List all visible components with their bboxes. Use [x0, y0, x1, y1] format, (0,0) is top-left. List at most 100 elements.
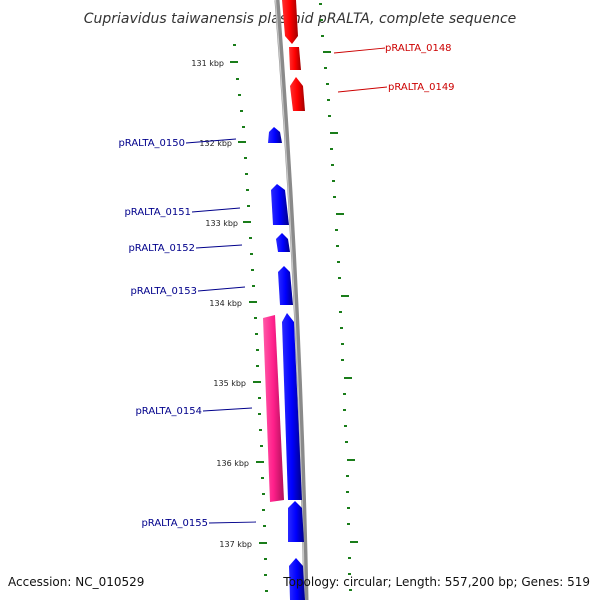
gene-label[interactable]: pRALTA_0151	[124, 207, 191, 218]
minor-tick	[265, 590, 268, 592]
gene-arrow-pRALTA_0151[interactable]	[271, 184, 289, 225]
minor-tick	[332, 180, 335, 182]
callout-line	[191, 207, 241, 213]
major-tick	[341, 295, 349, 297]
gene-arrow-pRALTA_0150[interactable]	[268, 127, 282, 143]
gene-label[interactable]: pRALTA_0155	[141, 518, 208, 529]
callout-line	[185, 138, 237, 144]
minor-tick	[262, 493, 265, 495]
minor-tick	[338, 277, 341, 279]
major-tick	[347, 459, 355, 461]
plasmid-backbone	[274, 0, 309, 600]
callout-line	[195, 244, 243, 249]
gene-labels: pRALTA_0148 pRALTA_0149 pRALTA_0150 pRAL…	[118, 43, 454, 529]
rna-feature-bar[interactable]	[263, 315, 284, 502]
minor-tick	[333, 196, 336, 198]
minor-tick	[326, 83, 329, 85]
plasmid-backbone-highlight	[274, 0, 306, 600]
minor-tick	[251, 269, 254, 271]
major-tick	[336, 213, 344, 215]
minor-tick	[320, 19, 323, 21]
forward-strand-genes	[268, 127, 305, 600]
callout-line	[333, 47, 386, 54]
minor-tick	[345, 441, 348, 443]
gene-label[interactable]: pRALTA_0148	[385, 43, 452, 54]
minor-tick	[319, 3, 322, 5]
gene-arrow-pRALTA_0154[interactable]	[282, 313, 302, 500]
major-tick	[253, 381, 261, 383]
minor-tick	[321, 35, 324, 37]
minor-tick	[341, 359, 344, 361]
major-tick	[323, 51, 331, 53]
minor-tick	[337, 261, 340, 263]
callout-line	[337, 86, 388, 93]
major-tick	[249, 301, 257, 303]
minor-tick	[347, 523, 350, 525]
major-tick	[259, 542, 267, 544]
gene-label[interactable]: pRALTA_0153	[130, 286, 197, 297]
minor-tick	[336, 245, 339, 247]
gene-arrow-next[interactable]	[289, 558, 305, 600]
outer-tick-track	[319, 3, 358, 591]
gene-arrow-pRALTA_0153[interactable]	[278, 266, 293, 305]
callout-line	[197, 286, 246, 292]
minor-tick	[249, 237, 252, 239]
minor-tick	[256, 365, 259, 367]
minor-tick	[324, 67, 327, 69]
minor-tick	[263, 525, 266, 527]
callout-line	[208, 521, 257, 524]
gene-label[interactable]: pRALTA_0152	[128, 243, 195, 254]
minor-tick	[233, 44, 236, 46]
minor-tick	[238, 94, 241, 96]
major-tick	[330, 132, 338, 134]
callout-line	[202, 407, 253, 412]
minor-tick	[264, 558, 267, 560]
minor-tick	[344, 425, 347, 427]
minor-tick	[240, 110, 243, 112]
minor-tick	[245, 173, 248, 175]
gene-arrow-pRALTA_0148[interactable]	[282, 0, 298, 44]
major-tick	[243, 221, 251, 223]
major-tick	[350, 541, 358, 543]
tick-label: 134 kbp	[209, 299, 242, 308]
minor-tick	[348, 573, 351, 575]
minor-tick	[347, 507, 350, 509]
minor-tick	[346, 475, 349, 477]
tick-label: 135 kbp	[213, 379, 246, 388]
gene-arrow-pRALTA_0152[interactable]	[276, 233, 290, 252]
minor-tick	[252, 285, 255, 287]
minor-tick	[258, 397, 261, 399]
minor-tick	[264, 574, 267, 576]
minor-tick	[346, 491, 349, 493]
minor-tick	[330, 148, 333, 150]
tick-label: 136 kbp	[216, 459, 249, 468]
minor-tick	[247, 205, 250, 207]
minor-tick	[339, 311, 342, 313]
gene-arrow-pRALTA_0148-tail[interactable]	[289, 47, 301, 70]
gene-label[interactable]: pRALTA_0154	[135, 406, 202, 417]
gene-label[interactable]: pRALTA_0149	[388, 82, 455, 93]
minor-tick	[343, 393, 346, 395]
minor-tick	[246, 189, 249, 191]
topology-summary: Topology: circular; Length: 557,200 bp; …	[282, 575, 590, 589]
tick-label: 137 kbp	[219, 540, 252, 549]
minor-tick	[244, 157, 247, 159]
minor-tick	[242, 126, 245, 128]
minor-tick	[349, 589, 352, 591]
minor-tick	[340, 327, 343, 329]
minor-tick	[258, 413, 261, 415]
minor-tick	[256, 349, 259, 351]
minor-tick	[259, 429, 262, 431]
gene-label[interactable]: pRALTA_0150	[118, 138, 185, 149]
tick-labels: 131 kbp 132 kbp 133 kbp 134 kbp 135 kbp …	[191, 59, 252, 549]
gene-arrow-pRALTA_0155[interactable]	[288, 501, 304, 542]
major-tick	[238, 141, 246, 143]
tick-label: 131 kbp	[191, 59, 224, 68]
reverse-strand-genes	[282, 0, 305, 111]
minor-tick	[348, 557, 351, 559]
gene-arrow-pRALTA_0149[interactable]	[290, 77, 305, 111]
tick-label: 133 kbp	[205, 219, 238, 228]
inner-tick-track	[230, 44, 268, 592]
minor-tick	[250, 253, 253, 255]
